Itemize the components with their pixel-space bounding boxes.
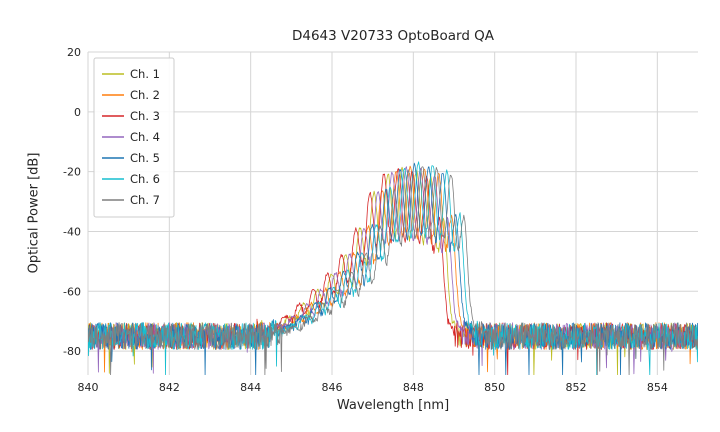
legend-label: Ch. 7 [130,193,160,207]
legend-label: Ch. 6 [130,172,160,186]
y-tick-label: -40 [63,225,81,238]
x-tick-label: 846 [322,381,343,394]
y-tick-label: -80 [63,345,81,358]
x-tick-label: 852 [566,381,587,394]
x-tick-label: 842 [159,381,180,394]
legend-label: Ch. 5 [130,151,160,165]
legend-box [93,57,175,218]
x-tick-label: 848 [403,381,424,394]
legend-label: Ch. 3 [130,109,160,123]
x-axis-label: Wavelength [nm] [336,398,450,413]
x-tick-label: 850 [484,381,505,394]
y-tick-label: 0 [74,106,81,119]
series-group [88,161,698,375]
x-tick-label: 854 [647,381,668,394]
y-tick-label: 20 [67,46,81,59]
x-tick-label: 840 [78,381,99,394]
chart-title: D4643 V20733 OptoBoard QA [291,28,495,44]
legend: Ch. 1 Ch. 2 Ch. 3 Ch. 4 Ch. 5 Ch. 6 Ch. 7 [93,57,175,218]
grid [87,51,698,375]
legend-label: Ch. 2 [130,88,160,102]
y-tick-label: -60 [63,285,81,298]
x-tick-label: 844 [240,381,261,394]
legend-label: Ch. 1 [130,67,160,81]
y-axis-label: Optical Power [dB] [26,152,42,274]
y-tick-label: -20 [63,166,81,179]
legend-label: Ch. 4 [130,130,160,144]
series-line-ch-7 [88,166,698,375]
